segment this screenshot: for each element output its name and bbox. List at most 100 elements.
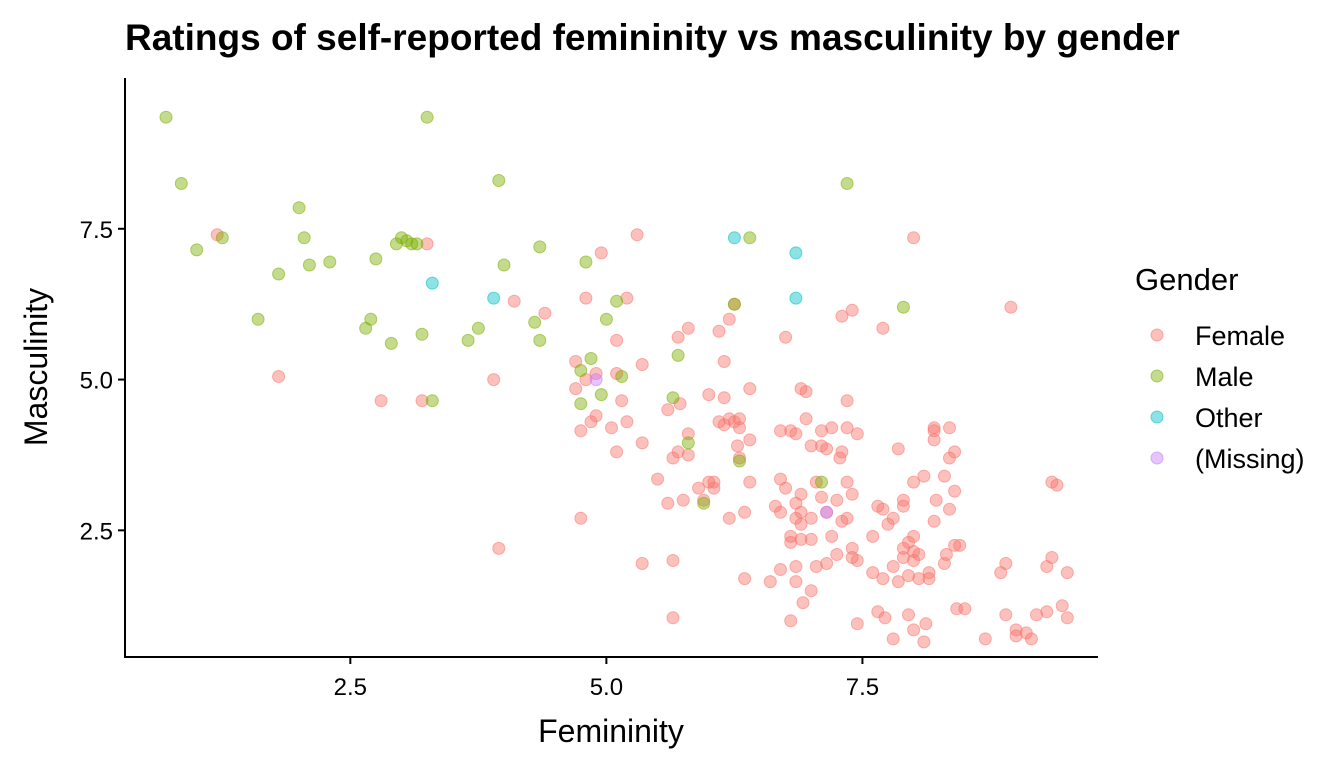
- data-point-female: [825, 421, 839, 435]
- legend-items: Female Male Other (Missing): [1150, 321, 1305, 474]
- data-point-female: [722, 312, 736, 326]
- legend-label: Female: [1195, 321, 1285, 351]
- data-point-female: [1030, 608, 1043, 622]
- data-point-male: [681, 436, 695, 450]
- data-point-female: [919, 617, 933, 631]
- data-point-female: [789, 427, 803, 441]
- data-point-female: [620, 415, 634, 429]
- data-point-female: [661, 403, 675, 417]
- data-point-male: [671, 348, 685, 362]
- data-point-female: [850, 554, 864, 567]
- data-point-male: [302, 258, 316, 272]
- legend-item-female: Female: [1150, 321, 1285, 351]
- data-point-male: [364, 312, 378, 326]
- data-point-male: [174, 177, 188, 190]
- data-point-female: [630, 228, 644, 242]
- data-point-male: [425, 394, 439, 408]
- legend-label: Other: [1195, 403, 1263, 433]
- data-point-other: [425, 276, 439, 290]
- data-point-male: [666, 391, 680, 405]
- data-point-female: [835, 309, 849, 323]
- data-point-female: [610, 445, 624, 459]
- data-point-female: [1050, 478, 1064, 492]
- data-point-female: [943, 502, 956, 516]
- data-point-female: [1040, 605, 1054, 619]
- data-point-female: [697, 493, 711, 507]
- data-point-female: [902, 569, 915, 583]
- data-point-female: [815, 424, 828, 438]
- data-point-other: [789, 246, 803, 260]
- data-point-female: [738, 505, 752, 519]
- data-point-female: [794, 532, 808, 546]
- series-other: [425, 231, 803, 305]
- data-point-female: [830, 493, 844, 507]
- data-point-female: [866, 566, 880, 580]
- series-male: [159, 110, 910, 510]
- data-point-female: [804, 584, 818, 598]
- data-point-female: [845, 487, 859, 501]
- data-point-female: [794, 505, 808, 519]
- legend-swatch: [1150, 328, 1164, 342]
- data-point-female: [774, 424, 787, 438]
- data-point-male: [159, 110, 173, 124]
- data-point-female: [917, 469, 931, 483]
- legend-title: Gender: [1135, 262, 1238, 297]
- data-point-female: [809, 475, 823, 489]
- data-point-female: [929, 493, 943, 507]
- data-point-female: [374, 394, 388, 408]
- data-point-female: [907, 529, 921, 543]
- data-point-female: [927, 424, 941, 438]
- data-point-female: [815, 490, 828, 504]
- data-point-female: [789, 560, 803, 573]
- data-point-female: [840, 511, 854, 525]
- data-point-female: [830, 548, 844, 561]
- data-point-female: [574, 424, 588, 438]
- data-point-female: [999, 608, 1013, 622]
- data-point-female: [907, 623, 921, 637]
- data-point-female: [978, 632, 992, 646]
- x-tick-label: 7.5: [846, 674, 879, 701]
- data-point-female: [789, 575, 803, 589]
- data-point-female: [415, 394, 429, 408]
- legend-swatch: [1150, 369, 1164, 383]
- data-point-female: [779, 481, 793, 495]
- data-point-female: [717, 391, 731, 405]
- data-point-female: [538, 306, 552, 320]
- data-point-female: [707, 481, 721, 495]
- data-point-female: [804, 532, 818, 546]
- y-axis-ticks: 2.5 5.0 7.5: [80, 217, 125, 545]
- data-point-female: [902, 608, 915, 622]
- data-point-female: [774, 563, 787, 576]
- data-point-female: [1060, 566, 1074, 580]
- data-point-male: [579, 255, 593, 269]
- data-point-female: [820, 557, 834, 570]
- data-point-female: [722, 511, 736, 525]
- data-point-male: [727, 297, 741, 311]
- data-point-female: [922, 572, 936, 586]
- data-point-female: [939, 548, 953, 561]
- legend: Gender Female Male Other (Missing): [1135, 262, 1305, 474]
- series-missing: [589, 373, 834, 519]
- data-point-female: [886, 560, 900, 573]
- data-point-male: [533, 333, 547, 347]
- data-point-female: [676, 493, 690, 507]
- data-point-male: [323, 255, 337, 269]
- legend-swatch: [1150, 451, 1164, 465]
- data-point-male: [420, 110, 434, 124]
- data-point-female: [610, 333, 624, 347]
- data-point-male: [743, 231, 757, 245]
- data-point-female: [743, 475, 757, 489]
- data-point-female: [809, 560, 823, 573]
- data-point-female: [420, 237, 434, 251]
- data-point-female: [666, 611, 680, 625]
- data-point-male: [471, 321, 485, 335]
- data-point-female: [840, 475, 854, 489]
- data-point-female: [671, 445, 685, 459]
- data-point-female: [635, 557, 649, 570]
- data-point-female: [896, 551, 910, 564]
- data-point-female: [876, 572, 890, 586]
- legend-item-other: Other: [1150, 403, 1263, 433]
- data-point-female: [779, 330, 793, 344]
- data-point-female: [1055, 599, 1069, 613]
- legend-label: Male: [1195, 362, 1254, 392]
